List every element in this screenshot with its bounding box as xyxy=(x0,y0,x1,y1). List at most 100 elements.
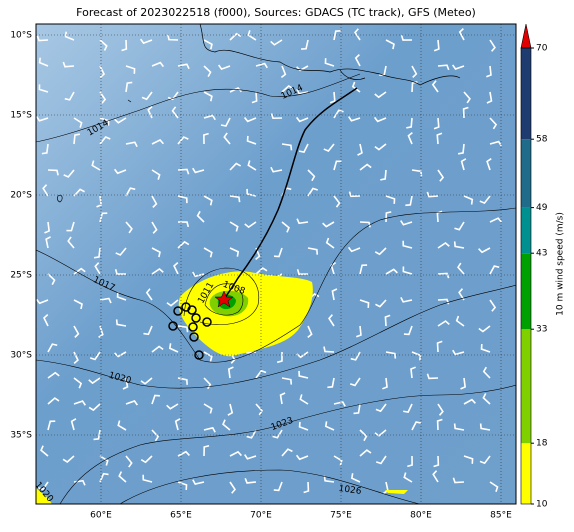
wind-barb xyxy=(299,394,309,405)
wind-barb xyxy=(151,139,164,145)
wind-barb xyxy=(203,247,213,258)
wind-barb xyxy=(298,370,309,379)
wind-barb xyxy=(247,30,257,41)
wind-barb xyxy=(203,91,213,102)
wind-barb xyxy=(296,351,309,359)
wind-barb xyxy=(246,135,257,145)
wind-barb xyxy=(151,195,158,208)
wind-barb xyxy=(486,91,493,104)
wind-barb xyxy=(379,65,387,77)
wind-barb xyxy=(451,64,465,70)
wind-barb xyxy=(151,221,158,234)
wind-barb xyxy=(328,314,335,327)
wind-barb xyxy=(73,188,85,197)
wind-barb xyxy=(458,288,465,301)
wind-barb xyxy=(244,478,257,484)
lon-label: 70°E xyxy=(250,511,272,521)
wind-barb xyxy=(151,345,164,353)
wind-barb xyxy=(273,247,283,258)
wind-barb xyxy=(217,64,231,71)
wind-barb xyxy=(37,481,49,491)
wind-barb xyxy=(177,168,190,175)
colorbar-frame xyxy=(520,47,532,505)
ocean xyxy=(36,24,516,504)
wind-barb xyxy=(88,403,101,412)
wind-barb xyxy=(400,297,413,303)
wind-barb xyxy=(406,117,413,129)
wind-barb xyxy=(125,221,133,234)
wind-barb xyxy=(436,340,443,353)
lon-label: 65°E xyxy=(170,511,192,521)
wind-barb xyxy=(307,325,313,339)
wind-barb xyxy=(296,65,309,72)
wind-barb xyxy=(121,39,128,52)
wind-barb xyxy=(63,169,75,178)
colorbar-tick-label: 18 xyxy=(536,439,548,449)
wind-barb xyxy=(99,39,108,51)
wind-barb xyxy=(402,266,413,275)
wind-barb xyxy=(478,247,491,254)
wind-barb xyxy=(354,28,361,41)
wind-barb xyxy=(125,400,139,406)
colorbar-segment xyxy=(521,207,531,254)
wind-barb xyxy=(166,403,179,410)
wind-barb xyxy=(303,481,310,494)
wind-barb xyxy=(70,418,77,431)
wind-barb xyxy=(122,377,129,390)
wind-barb xyxy=(330,262,337,275)
wind-barb xyxy=(281,448,293,457)
wind-barb xyxy=(64,31,75,41)
wind-barb xyxy=(296,218,309,225)
wind-barb xyxy=(437,64,450,71)
wind-barb xyxy=(437,403,444,416)
wind-barb xyxy=(151,247,161,258)
wind-barb xyxy=(323,143,335,152)
wind-barb xyxy=(437,169,445,182)
wind-barb xyxy=(331,288,338,301)
wind-barb xyxy=(229,221,239,232)
wind-barb xyxy=(270,113,283,120)
wind-barb xyxy=(295,454,309,461)
wind-barb xyxy=(203,445,210,457)
wind-barb xyxy=(125,81,133,93)
wind-barb xyxy=(143,325,153,336)
wind-barb xyxy=(307,247,319,255)
wind-barb xyxy=(407,455,413,468)
wind-barb xyxy=(73,267,86,275)
wind-barb xyxy=(333,195,341,208)
wind-barb xyxy=(436,418,443,431)
wind-barb xyxy=(375,403,387,413)
lat-label: 15°S xyxy=(10,111,32,121)
axis-labels: 10°S 15°S 20°S 25°S 30°S 35°S 60°E 65°E 70°E 75°E… xyxy=(10,31,512,521)
wind-barb xyxy=(463,455,474,464)
wind-barb xyxy=(457,262,465,275)
wind-barb xyxy=(44,221,50,234)
wind-barb xyxy=(323,475,335,483)
wind-barb xyxy=(203,351,213,362)
colorbar-tick-label: 49 xyxy=(536,203,548,213)
wind-barb xyxy=(411,421,422,431)
wind-barb xyxy=(359,163,372,171)
track-points xyxy=(168,302,212,360)
wind-barb xyxy=(384,314,391,327)
wind-barb xyxy=(329,91,336,104)
wind-barb xyxy=(296,269,309,275)
wind-barb xyxy=(281,143,293,151)
wind-barb xyxy=(359,429,368,442)
wind-barb xyxy=(486,158,492,171)
wind-barb xyxy=(354,54,361,67)
wind-barb xyxy=(255,267,268,275)
wind-barb xyxy=(479,195,491,205)
colorbar-segment xyxy=(521,48,531,140)
colorbar-tick-label: 58 xyxy=(536,135,548,145)
wind-barb xyxy=(47,420,56,431)
wind-barb xyxy=(246,429,257,439)
wind-barb xyxy=(407,131,413,145)
colorbar-tick-label: 33 xyxy=(536,325,547,335)
wind-barb xyxy=(203,195,213,206)
wind-barb xyxy=(229,247,240,257)
wind-barb xyxy=(327,377,335,389)
wind-barb xyxy=(480,343,491,353)
wind-barb xyxy=(203,114,216,121)
